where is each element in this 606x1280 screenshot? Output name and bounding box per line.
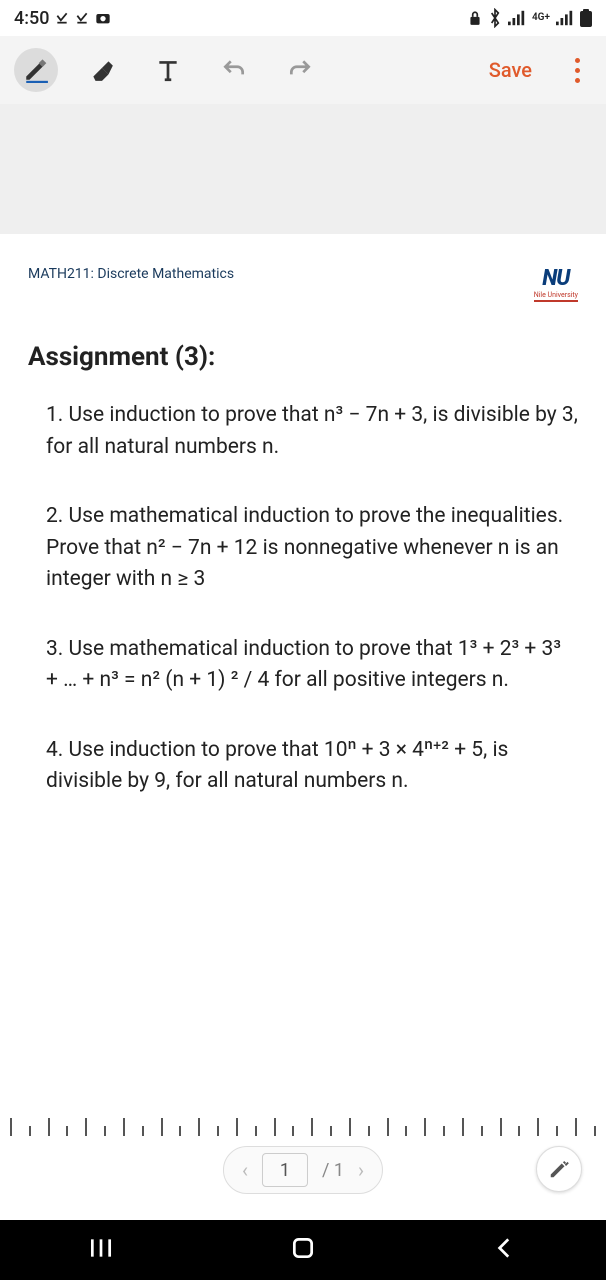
eraser-tool[interactable] bbox=[80, 48, 124, 92]
current-page[interactable]: 1 bbox=[262, 1153, 308, 1187]
document-page[interactable]: MATH211: Discrete Mathematics NU Nile Un… bbox=[0, 234, 606, 1110]
total-pages: / 1 bbox=[322, 1160, 344, 1181]
undo-button[interactable] bbox=[212, 48, 256, 92]
university-logo: NU Nile University bbox=[534, 266, 578, 302]
question-4: 4. Use induction to prove that 10ⁿ + 3 ×… bbox=[28, 735, 578, 798]
question-2: 2. Use mathematical induction to prove t… bbox=[28, 501, 578, 596]
home-button[interactable] bbox=[290, 1235, 316, 1265]
logo-subtitle: Nile University bbox=[534, 291, 578, 302]
signal-icon-2 bbox=[556, 10, 574, 26]
status-bar: 4:50 4G+ bbox=[0, 0, 606, 36]
down-icon-2 bbox=[75, 11, 89, 25]
question-3: 3. Use mathematical induction to prove t… bbox=[28, 634, 578, 697]
logo-text: NU bbox=[534, 266, 578, 291]
system-nav bbox=[0, 1220, 606, 1280]
lock-icon bbox=[468, 10, 482, 26]
back-button[interactable] bbox=[492, 1235, 518, 1265]
pen-tool[interactable] bbox=[14, 48, 58, 92]
network-label: 4G+ bbox=[532, 13, 550, 23]
save-button[interactable]: Save bbox=[481, 58, 540, 82]
text-tool[interactable] bbox=[146, 48, 190, 92]
more-menu[interactable] bbox=[562, 58, 592, 83]
edit-toolbar: Save bbox=[0, 36, 606, 104]
next-page[interactable]: › bbox=[358, 1158, 364, 1182]
bluetooth-icon bbox=[488, 8, 502, 28]
question-1: 1. Use induction to prove that n³ − 7n +… bbox=[28, 400, 578, 463]
down-icon-1 bbox=[55, 11, 69, 25]
course-title: MATH211: Discrete Mathematics bbox=[28, 266, 234, 282]
prev-page[interactable]: ‹ bbox=[242, 1158, 248, 1182]
canvas-gap bbox=[0, 104, 606, 234]
recents-button[interactable] bbox=[88, 1235, 114, 1265]
page-indicator: ‹ 1 / 1 › bbox=[223, 1146, 383, 1194]
ruler[interactable] bbox=[10, 1110, 596, 1136]
clock: 4:50 bbox=[14, 8, 49, 29]
camera-icon bbox=[95, 11, 111, 25]
redo-button[interactable] bbox=[278, 48, 322, 92]
annotate-fab[interactable] bbox=[536, 1146, 582, 1192]
battery-icon bbox=[580, 9, 592, 27]
bottom-controls: ‹ 1 / 1 › bbox=[0, 1110, 606, 1220]
signal-icon-1 bbox=[508, 10, 526, 26]
assignment-title: Assignment (3): bbox=[28, 342, 578, 372]
